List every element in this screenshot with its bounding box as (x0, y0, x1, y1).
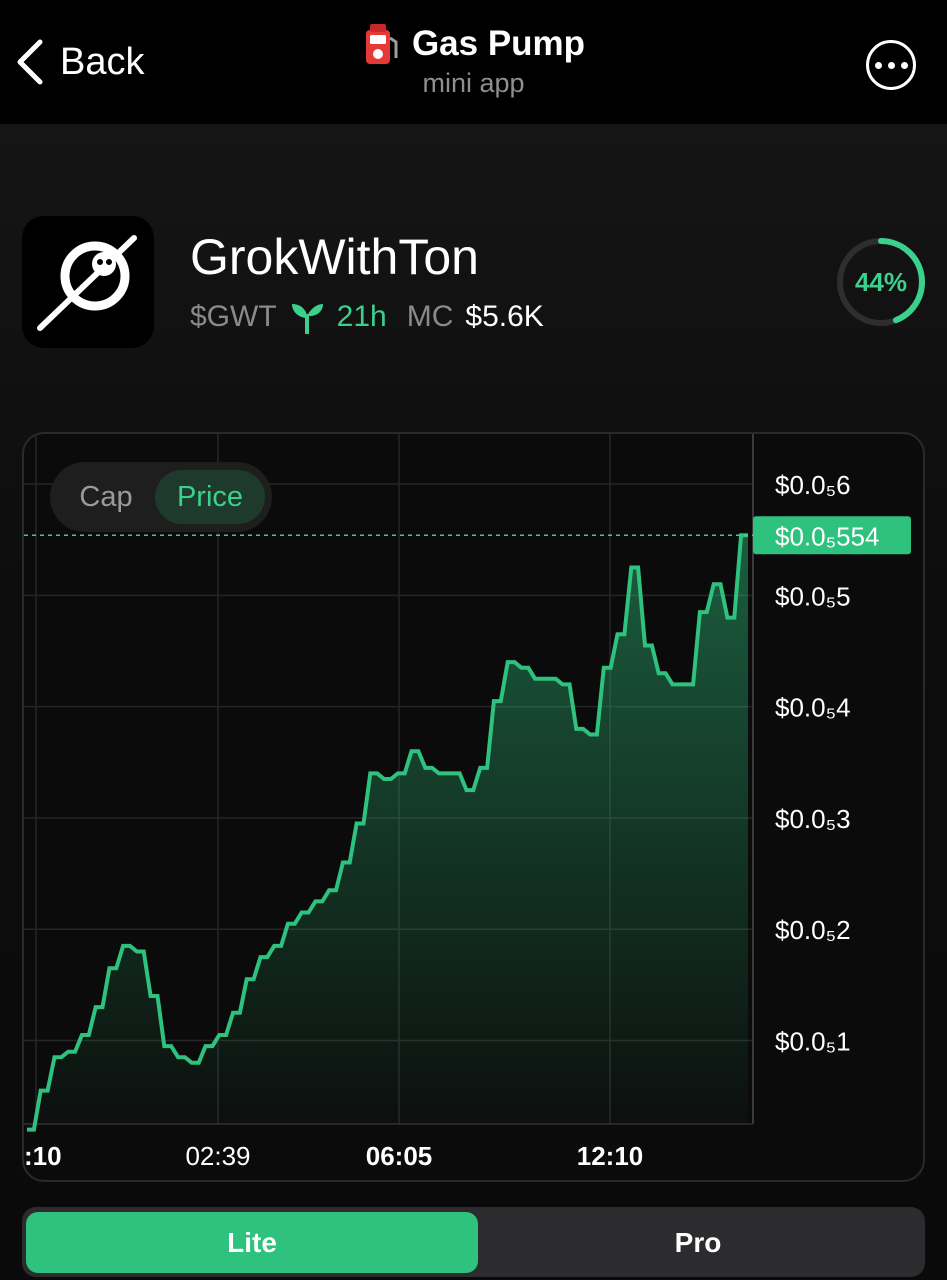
mode-pro-button[interactable]: Pro (674, 1226, 722, 1258)
bonding-progress-ring (837, 238, 925, 326)
more-icon (874, 61, 882, 69)
token-name: GrokWithTon (190, 229, 479, 285)
token-meta: $GWT 21h MC $5.6K (190, 300, 544, 334)
y-tick-label: $0.0₅1 (775, 1027, 851, 1057)
x-tick-label: 12:10 (577, 1141, 644, 1171)
token-ticker: $GWT (190, 300, 277, 333)
market-cap-label: MC (406, 300, 454, 333)
chevron-left-icon (17, 39, 43, 85)
sprout-icon (291, 304, 323, 334)
token-logo (22, 216, 154, 348)
progress-percent: 44% (854, 266, 908, 297)
back-label: Back (60, 40, 145, 83)
tab-cap[interactable]: Cap (79, 480, 133, 513)
progress-ring-fill (837, 238, 925, 326)
price-area-fill (27, 535, 748, 1130)
y-tick-label: $0.0₅2 (775, 915, 851, 945)
market-cap-value: $5.6K (465, 300, 544, 333)
app-title-block: Gas Pump mini app (0, 22, 947, 99)
y-tick-label: $0.0₅4 (775, 693, 851, 723)
more-options-button[interactable] (866, 40, 916, 90)
top-bar (0, 0, 947, 124)
grok-logo-icon (37, 235, 137, 331)
price-chart[interactable]: $0.0₅6 $0.0₅5 $0.0₅4 $0.0₅3 $0.0₅2 $0.0₅1 $0.0… (22, 432, 925, 1182)
gas-pump-icon (365, 24, 398, 64)
token-age: 21h (336, 300, 387, 333)
tab-price[interactable]: Price (155, 470, 265, 524)
y-tick-label: $0.0₅6 (775, 470, 851, 500)
x-tick-label: 02:39 (185, 1141, 250, 1171)
current-price-badge (753, 516, 911, 555)
y-tick-label: $0.0₅3 (775, 804, 851, 834)
x-tick-label: 06:05 (366, 1141, 433, 1171)
app-title: Gas Pump (411, 24, 586, 63)
back-button[interactable]: Back (14, 36, 144, 88)
x-tick-label: :10 (24, 1141, 62, 1171)
price-line (27, 533, 748, 1132)
y-tick-label: $0.0₅5 (775, 581, 851, 611)
mode-lite-button[interactable]: Lite (26, 1212, 478, 1273)
app-subtitle: mini app (422, 68, 525, 98)
chart-canvas: $0.0₅6 $0.0₅5 $0.0₅4 $0.0₅3 $0.0₅2 $0.0₅1 $0.0… (24, 434, 911, 1171)
current-price-label: $0.0₅554 (775, 521, 879, 551)
